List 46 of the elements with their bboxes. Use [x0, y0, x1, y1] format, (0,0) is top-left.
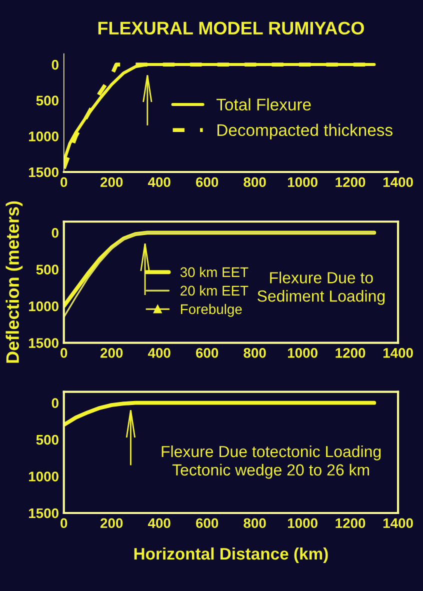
x-tick-label: 800: [244, 518, 266, 528]
x-tick-label: 0: [60, 177, 68, 188]
chart-title: FLEXURAL MODEL RUMIYACO: [98, 22, 364, 35]
x-tick-label: 1000: [288, 348, 318, 358]
x-tick-label: 600: [196, 348, 218, 358]
legend-label: Total Flexure: [216, 98, 311, 110]
y-tick-label: 0: [52, 60, 58, 70]
x-tick-label: 200: [100, 348, 123, 358]
x-tick-label: 1000: [288, 518, 318, 528]
y-axis-title: Deflection (meters): [6, 201, 23, 363]
annotation: Flexure Due to Sediment Loading: [258, 272, 385, 305]
x-tick-label: 400: [148, 177, 170, 188]
legend-label: 20 km EET: [180, 285, 248, 296]
x-tick-label: 1200: [336, 518, 366, 528]
y-tick-label: 1500: [28, 338, 58, 348]
x-tick-label: 600: [196, 518, 218, 528]
x-tick-label: 1200: [336, 177, 366, 188]
y-tick-label: 500: [36, 96, 58, 106]
y-tick-label: 1500: [28, 167, 58, 178]
x-tick-label: 1000: [288, 177, 318, 188]
legend-label: Forebulge: [181, 304, 242, 317]
y-tick-label: 1500: [28, 508, 58, 518]
x-tick-label: 0: [60, 518, 68, 528]
x-tick-label: 400: [148, 348, 170, 358]
x-tick-label: 1400: [383, 177, 413, 188]
legend-label: Decompacted thickness: [218, 124, 392, 140]
y-tick-label: 1000: [28, 301, 58, 312]
annotation: Flexure Due totectonic Loading Tectonic wedge 20 to 26 km: [162, 445, 381, 479]
y-tick-label: 1000: [28, 472, 58, 482]
y-tick-label: 1000: [28, 131, 58, 142]
y-tick-label: 500: [36, 434, 58, 445]
x-axis-title: Horizontal Distance (km): [134, 547, 328, 563]
x-tick-label: 800: [244, 348, 266, 358]
y-tick-label: 0: [52, 228, 58, 238]
y-tick-label: 500: [36, 264, 58, 275]
x-tick-label: 0: [60, 348, 68, 358]
x-tick-label: 1400: [383, 348, 413, 358]
legend-label: 30 km EET: [180, 266, 248, 278]
x-tick-label: 1200: [336, 348, 366, 358]
y-tick-label: 0: [52, 398, 58, 408]
x-tick-label: 1400: [383, 518, 413, 528]
x-tick-label: 200: [100, 177, 123, 188]
x-tick-label: 400: [148, 518, 170, 528]
x-tick-label: 800: [244, 177, 266, 188]
x-tick-label: 600: [196, 177, 218, 188]
x-tick-label: 200: [100, 518, 123, 528]
